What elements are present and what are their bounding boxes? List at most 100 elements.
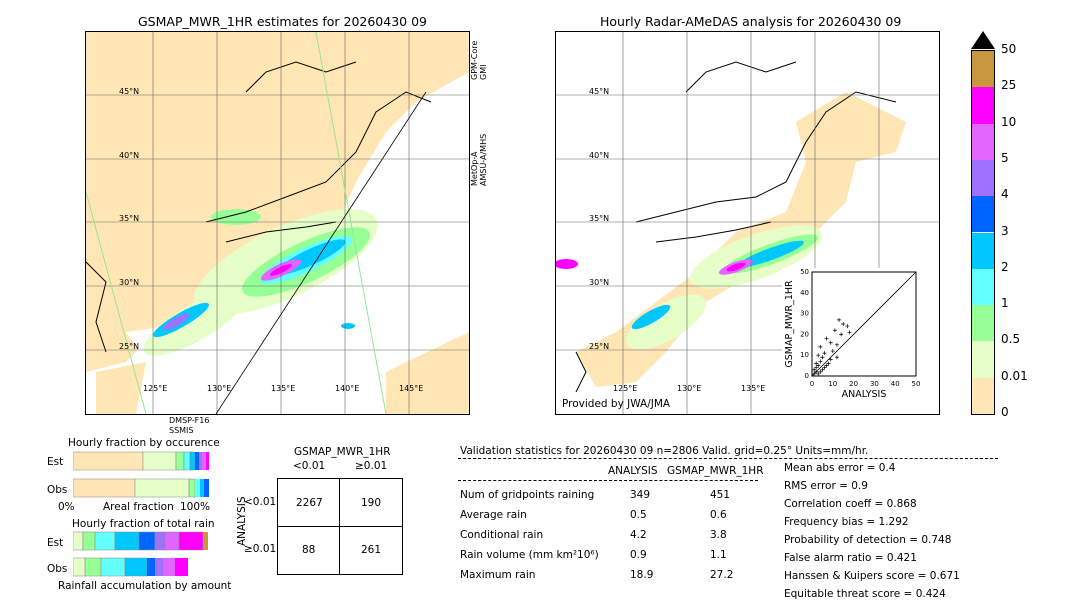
stat-gsmap-value: 1.1 (710, 549, 727, 561)
colorbar-label: 50 (1001, 42, 1017, 56)
left-lat-30: 30°N (119, 278, 140, 287)
scatter-point (818, 359, 823, 364)
occ-obs-label: Obs (47, 484, 68, 496)
x-tick-label: 40 (891, 380, 900, 388)
left-lon-140: 140°E (335, 384, 360, 393)
stat-label: Maximum rain (460, 569, 536, 581)
colorbar-extend-arrow (971, 31, 995, 49)
contingency-row2: ≥0.01 (244, 543, 277, 555)
contingency-col2: ≥0.01 (355, 460, 388, 472)
scatter-point (826, 361, 831, 366)
score-line: Mean abs error = 0.4 (784, 462, 896, 474)
right-map: 45°N 40°N 35°N 30°N 25°N 125°E 130°E 135… (555, 31, 940, 415)
contingency-title: GSMAP_MWR_1HR (294, 446, 391, 458)
score-line: RMS error = 0.9 (784, 480, 868, 492)
scatter-point (816, 371, 821, 376)
contingency-grid: 2267 190 88 261 (277, 478, 403, 575)
colorbar-segment (972, 268, 994, 306)
colorbar-label: 25 (1001, 78, 1017, 93)
right-map-canvas (556, 32, 939, 414)
validation-header: Validation statistics for 20260430 09 n=… (460, 445, 869, 457)
scatter-point (824, 336, 829, 341)
left-lon-130: 130°E (207, 384, 232, 393)
colorbar-label: 10 (1001, 114, 1017, 129)
scatter-point (822, 365, 827, 370)
colorbar-label: 1 (1001, 296, 1009, 311)
axis-right-label: 100% (180, 501, 211, 513)
stat-label: Rain volume (mm km²10⁶) (460, 549, 599, 561)
left-lat-35: 35°N (119, 214, 140, 223)
dmsp-sensor-label: DMSP-F16 SSMIS (169, 416, 210, 435)
total-rain-title: Hourly fraction of total rain (72, 518, 215, 530)
colorbar-label: 2 (1001, 259, 1009, 274)
accumulation-label: Rainfall accumulation by amount (58, 580, 232, 592)
stat-gsmap-value: 451 (710, 489, 731, 501)
x-tick-label: 0 (810, 380, 814, 388)
scatter-point (834, 355, 839, 360)
stat-label: Average rain (460, 509, 527, 521)
left-lon-145: 145°E (399, 384, 424, 393)
scatter-point (834, 342, 839, 347)
right-lat-35: 35°N (589, 214, 610, 223)
gpm-sensor-label: GPM-Core GMI (470, 40, 488, 80)
colorbar-label: 5 (1001, 150, 1009, 165)
colorbar-label: 0.5 (1001, 332, 1021, 347)
stat-label: Conditional rain (460, 529, 544, 541)
right-lat-30: 30°N (589, 278, 610, 287)
right-lat-25: 25°N (589, 342, 610, 351)
scatter-point (830, 349, 835, 354)
stat-analysis-value: 0.9 (630, 549, 647, 561)
colorbar-segment (972, 123, 994, 160)
y-tick-label: 40 (800, 289, 809, 297)
col-gsmap: GSMAP_MWR_1HR (667, 465, 764, 477)
scatter-point (818, 369, 823, 374)
axis-left-label: 0% (58, 501, 75, 513)
occ-est-label: Est (47, 456, 64, 468)
x-tick-label: 50 (912, 380, 921, 388)
scatter-xlabel: ANALYSIS (842, 389, 887, 400)
stat-gsmap-value: 0.6 (710, 509, 727, 521)
stat-analysis-value: 4.2 (630, 529, 647, 541)
occurrence-title: Hourly fraction by occurence (68, 437, 220, 449)
scatter-point (812, 367, 817, 372)
left-lat-25: 25°N (119, 342, 140, 351)
provider-credit: Provided by JWA/JMA (562, 398, 671, 410)
score-line: Hanssen & Kuipers score = 0.671 (784, 570, 960, 582)
cell-fn: 88 (302, 544, 316, 556)
colorbar-segment (972, 196, 994, 233)
scatter-point (818, 344, 823, 349)
x-tick-label: 30 (870, 380, 879, 388)
colorbar-segment (972, 159, 994, 197)
tot-obs-label: Obs (47, 563, 68, 575)
metop-sensor-label: MetOp-A AMSU-A/MHS (470, 133, 488, 186)
stat-analysis-value: 349 (630, 489, 651, 501)
x-tick-label: 20 (849, 380, 858, 388)
scatter-point (812, 371, 817, 376)
colorbar-segment (972, 87, 994, 124)
contingency-row1: <0.01 (244, 496, 277, 508)
colorbar-segment (972, 232, 994, 269)
left-map-title: GSMAP_MWR_1HR estimates for 20260430 09 (138, 14, 427, 29)
scatter-point (839, 332, 844, 337)
scatter-point (814, 369, 819, 374)
right-lat-45: 45°N (589, 87, 610, 96)
scatter-point (814, 361, 819, 366)
left-lon-125: 125°E (143, 384, 168, 393)
total-rain-bars (73, 531, 208, 577)
scatter-plot: 00 10 10 20 20 30 30 40 40 50 50 ANALYSIS GSMAP_MWR_… (784, 268, 921, 400)
left-lon-135: 135°E (271, 384, 296, 393)
scatter-point (828, 357, 833, 362)
score-line: Frequency bias = 1.292 (784, 516, 909, 528)
scatter-point (837, 317, 842, 322)
score-line: Equitable threat score = 0.424 (784, 588, 946, 600)
cell-tn: 2267 (296, 497, 323, 509)
left-lat-45: 45°N (119, 87, 140, 96)
right-lon-125: 125°E (613, 384, 638, 393)
score-line: Correlation coeff = 0.868 (784, 498, 917, 510)
colorbar-label: 0.01 (1001, 368, 1028, 383)
colorbar-segment (972, 341, 994, 378)
colorbar-segment (972, 377, 994, 414)
colorbar (971, 50, 995, 415)
colorbar-label: 0 (1001, 405, 1009, 419)
colorbar-segment (972, 51, 994, 88)
